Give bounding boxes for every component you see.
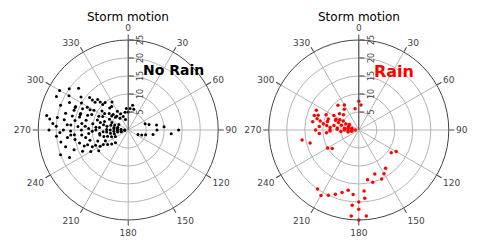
- svg-text:300: 300: [257, 75, 274, 85]
- svg-text:150: 150: [177, 216, 194, 226]
- svg-text:60: 60: [443, 75, 455, 85]
- svg-text:Rain: Rain: [374, 62, 414, 81]
- svg-text:20: 20: [136, 53, 145, 63]
- svg-text:5: 5: [136, 109, 145, 114]
- svg-text:0: 0: [356, 23, 362, 33]
- svg-text:90: 90: [456, 125, 468, 135]
- svg-text:270: 270: [244, 125, 261, 135]
- svg-text:300: 300: [27, 75, 44, 85]
- svg-text:120: 120: [443, 178, 460, 188]
- svg-text:10: 10: [367, 89, 376, 99]
- svg-text:120: 120: [212, 178, 229, 188]
- svg-text:90: 90: [226, 125, 238, 135]
- svg-text:180: 180: [350, 228, 367, 238]
- svg-text:210: 210: [62, 216, 79, 226]
- svg-text:5: 5: [367, 109, 376, 114]
- svg-text:Storm motion: Storm motion: [87, 10, 169, 24]
- svg-text:30: 30: [407, 38, 419, 48]
- svg-text:15: 15: [136, 71, 145, 81]
- svg-text:10: 10: [136, 89, 145, 99]
- svg-text:25: 25: [367, 35, 376, 45]
- svg-text:60: 60: [212, 75, 224, 85]
- svg-text:240: 240: [257, 178, 274, 188]
- svg-text:180: 180: [120, 228, 137, 238]
- svg-text:15: 15: [367, 71, 376, 81]
- svg-text:270: 270: [14, 125, 31, 135]
- svg-text:No Rain: No Rain: [143, 62, 204, 78]
- svg-text:Storm motion: Storm motion: [318, 10, 400, 24]
- svg-text:210: 210: [293, 216, 310, 226]
- svg-text:20: 20: [367, 53, 376, 63]
- svg-text:0: 0: [125, 23, 131, 33]
- svg-text:30: 30: [177, 38, 189, 48]
- svg-text:330: 330: [62, 38, 79, 48]
- svg-text:330: 330: [293, 38, 310, 48]
- svg-text:25: 25: [136, 35, 145, 45]
- svg-text:240: 240: [27, 178, 44, 188]
- svg-text:150: 150: [407, 216, 424, 226]
